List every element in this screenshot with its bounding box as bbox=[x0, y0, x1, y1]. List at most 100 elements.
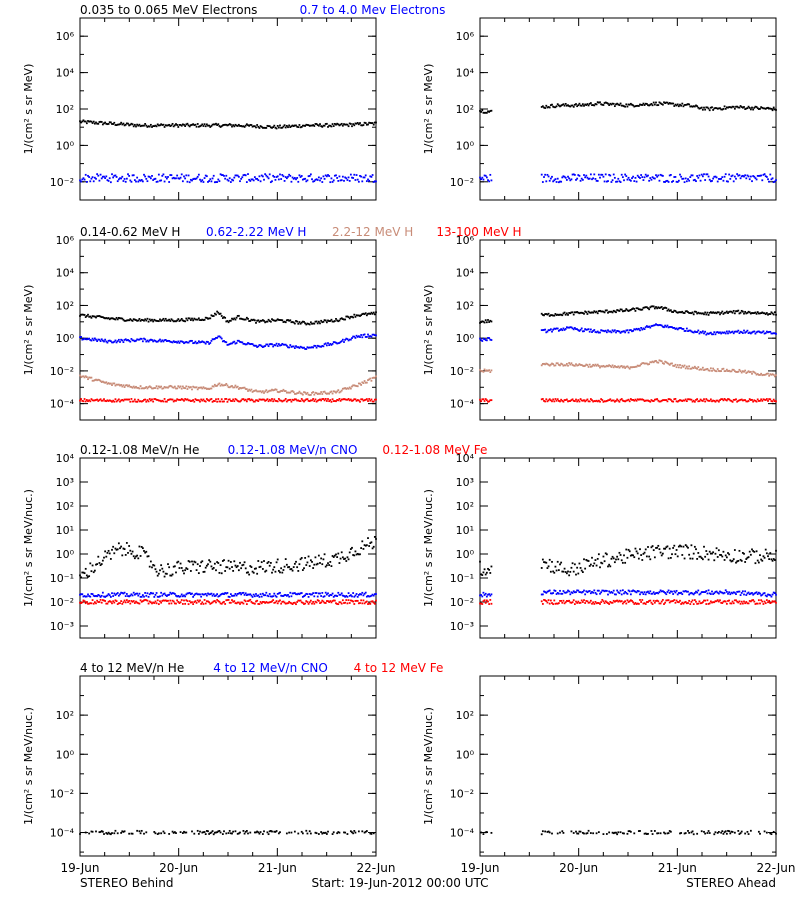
data-point bbox=[666, 179, 669, 182]
data-point bbox=[763, 398, 766, 401]
data-point bbox=[562, 327, 565, 330]
data-point bbox=[235, 602, 238, 605]
data-point bbox=[603, 602, 606, 604]
data-point bbox=[196, 318, 199, 321]
data-point bbox=[747, 602, 750, 605]
data-point bbox=[264, 602, 267, 604]
data-point bbox=[255, 567, 257, 570]
data-point bbox=[288, 831, 291, 834]
data-point bbox=[252, 344, 255, 347]
data-point bbox=[665, 599, 668, 602]
data-point bbox=[548, 329, 551, 332]
data-point bbox=[733, 398, 736, 401]
data-point bbox=[690, 312, 693, 315]
data-point bbox=[256, 572, 259, 575]
data-point bbox=[143, 319, 145, 322]
data-point bbox=[611, 591, 614, 594]
data-point bbox=[584, 567, 587, 570]
data-point bbox=[767, 593, 769, 596]
data-point bbox=[485, 339, 488, 342]
data-point bbox=[354, 384, 357, 387]
data-point bbox=[755, 373, 758, 376]
data-point bbox=[363, 380, 366, 382]
data-point bbox=[748, 371, 751, 374]
data-point bbox=[221, 340, 224, 343]
data-point bbox=[610, 181, 613, 183]
data-point bbox=[196, 175, 199, 178]
data-point bbox=[548, 179, 551, 182]
data-point bbox=[344, 387, 347, 389]
data-point bbox=[344, 338, 347, 341]
data-point bbox=[725, 106, 728, 109]
data-point bbox=[105, 340, 108, 343]
data-point bbox=[287, 566, 289, 569]
data-point bbox=[479, 398, 481, 401]
data-point bbox=[293, 177, 296, 179]
data-point bbox=[490, 565, 493, 568]
data-point bbox=[743, 600, 745, 603]
data-point bbox=[757, 108, 760, 110]
data-point bbox=[717, 370, 720, 372]
data-point bbox=[607, 593, 609, 596]
data-point bbox=[132, 318, 135, 321]
data-point bbox=[122, 318, 125, 321]
data-point bbox=[479, 322, 481, 324]
data-point bbox=[588, 330, 591, 333]
data-point bbox=[337, 123, 340, 126]
y-tick-label: 10⁶ bbox=[456, 234, 475, 247]
data-point bbox=[733, 107, 736, 110]
data-point bbox=[347, 125, 350, 128]
data-point bbox=[83, 595, 86, 597]
data-point bbox=[701, 108, 704, 111]
data-point bbox=[213, 562, 216, 565]
data-point bbox=[741, 399, 744, 402]
data-point bbox=[642, 362, 645, 364]
data-point bbox=[124, 601, 127, 604]
data-point bbox=[490, 593, 493, 596]
data-point bbox=[555, 327, 558, 330]
data-point bbox=[123, 319, 126, 322]
data-point bbox=[300, 346, 303, 349]
data-point bbox=[200, 319, 203, 322]
data-point bbox=[754, 592, 757, 594]
data-point bbox=[186, 122, 189, 125]
data-point bbox=[333, 599, 336, 602]
data-point bbox=[187, 341, 190, 344]
data-point bbox=[641, 398, 644, 401]
data-point bbox=[98, 338, 101, 341]
data-point bbox=[640, 308, 643, 311]
data-point bbox=[578, 562, 581, 565]
data-point bbox=[341, 398, 344, 401]
data-point bbox=[266, 391, 269, 394]
data-point bbox=[689, 105, 692, 108]
data-point bbox=[692, 552, 695, 555]
data-point bbox=[587, 590, 590, 593]
data-point bbox=[640, 554, 643, 556]
data-point bbox=[330, 177, 333, 180]
data-point bbox=[163, 180, 166, 183]
data-point bbox=[709, 367, 712, 370]
data-point bbox=[95, 602, 97, 605]
data-point bbox=[339, 399, 342, 402]
data-point bbox=[490, 179, 493, 182]
data-point bbox=[132, 385, 135, 388]
data-point bbox=[220, 398, 223, 401]
data-point bbox=[282, 595, 285, 597]
data-point bbox=[633, 603, 636, 605]
data-point bbox=[79, 399, 81, 402]
data-point bbox=[575, 591, 577, 594]
data-point bbox=[643, 400, 646, 402]
data-point bbox=[293, 322, 296, 325]
data-point bbox=[741, 310, 744, 313]
data-point bbox=[197, 593, 200, 596]
data-point bbox=[717, 332, 720, 334]
data-point bbox=[591, 104, 593, 107]
data-point bbox=[487, 600, 489, 603]
data-point bbox=[704, 555, 707, 558]
data-point bbox=[228, 123, 231, 125]
data-point bbox=[362, 176, 365, 179]
data-point bbox=[770, 178, 773, 181]
data-point bbox=[666, 599, 669, 602]
data-point bbox=[577, 399, 580, 401]
data-point bbox=[177, 560, 180, 563]
